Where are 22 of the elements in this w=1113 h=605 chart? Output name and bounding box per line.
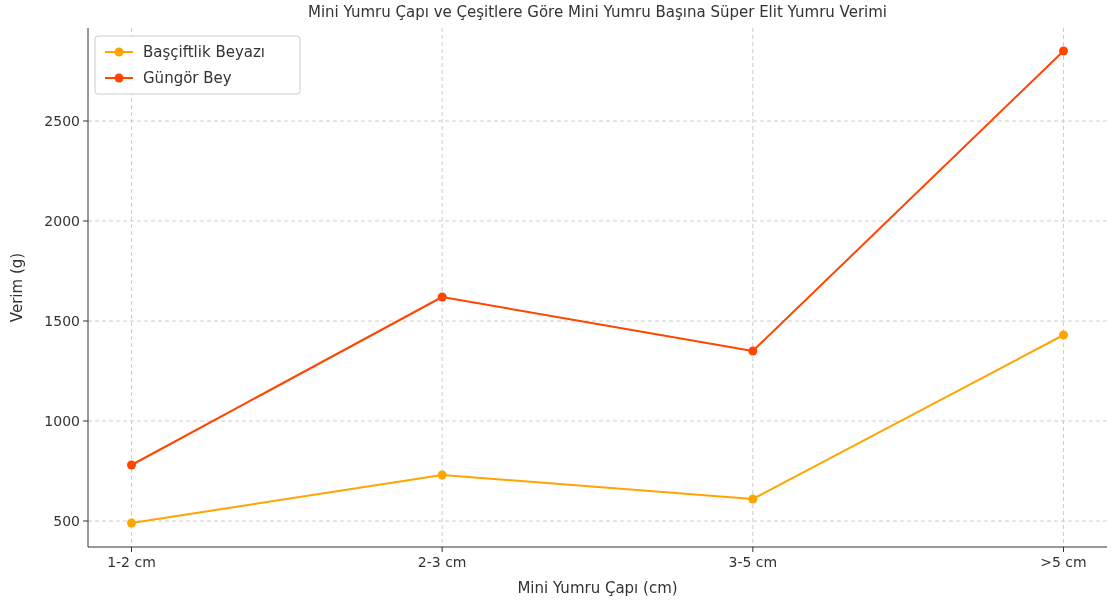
x-tick-label: 3-5 cm <box>728 554 778 570</box>
point <box>1059 330 1069 340</box>
y-tick-label: 500 <box>53 512 80 529</box>
point <box>126 460 136 470</box>
x-axis-title: Mini Yumru Çapı (cm) <box>517 579 678 597</box>
point <box>126 518 136 528</box>
y-axis-title: Verim (g) <box>8 252 26 323</box>
y-tick-label: 1500 <box>44 312 80 329</box>
x-tick-label: 2-3 cm <box>417 554 467 570</box>
point <box>437 292 447 302</box>
chart-title: Mini Yumru Çapı ve Çeşitlere Göre Mini Yumru Başına Süper Elit Yumru Verimi <box>307 3 888 21</box>
point <box>437 470 447 480</box>
x-tick-label: 1-2 cm <box>107 554 156 570</box>
point <box>748 494 758 504</box>
y-tick-label: 2000 <box>44 212 80 229</box>
x-tick-label: >5 cm <box>1040 554 1087 570</box>
point <box>1059 46 1069 56</box>
legend-label: Güngör Bey <box>143 69 232 88</box>
y-tick-label: 2500 <box>44 112 80 129</box>
legend-label: Başçiftlik Beyazı <box>143 43 266 62</box>
point <box>748 346 758 356</box>
y-tick-label: 1000 <box>44 412 80 429</box>
